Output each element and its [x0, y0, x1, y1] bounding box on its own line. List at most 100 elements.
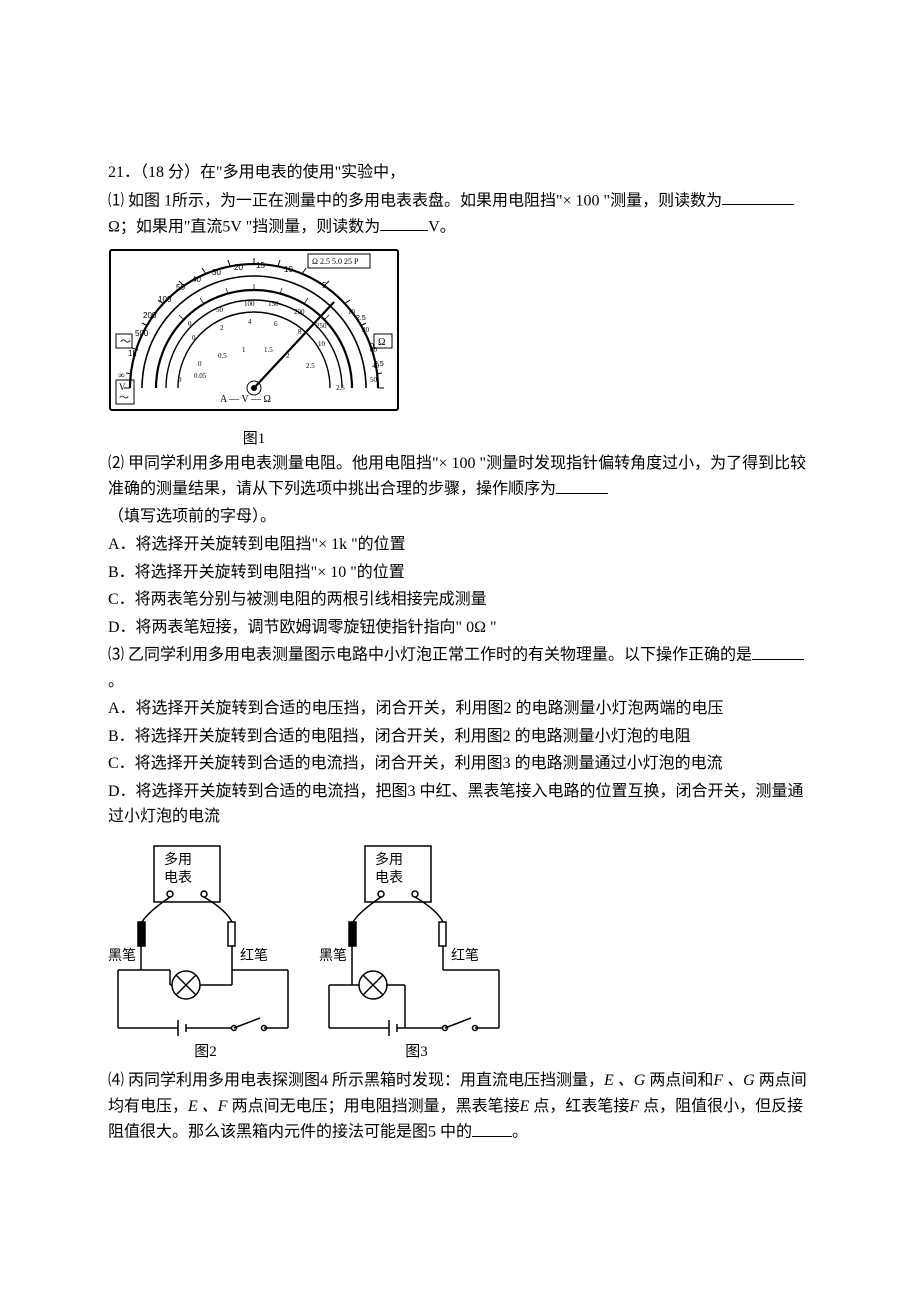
ohm-box-text: Ω 2.5 5.0 25 P	[312, 257, 359, 266]
p2-opt-b: B．将选择开关旋转到电阻挡"× 10 "的位置	[108, 560, 812, 586]
fig2-svg: 多用 电表 黑笔 红笔	[108, 840, 298, 1040]
p3-opt-a: A．将选择开关旋转到合适的电压挡，闭合开关，利用图2 的电路测量小灯泡两端的电压	[108, 696, 812, 722]
fig3-meter-l1: 多用	[375, 851, 403, 868]
p4-blank[interactable]	[472, 1119, 512, 1137]
svg-text:100: 100	[244, 300, 255, 308]
p4-EF: E 、F	[188, 1098, 228, 1115]
svg-text:1: 1	[242, 346, 246, 354]
p4-EG: E 、G	[604, 1072, 645, 1089]
fig2-black-pen: 黑笔	[108, 948, 136, 964]
svg-text:1.5: 1.5	[264, 346, 273, 354]
svg-text:8: 8	[298, 328, 302, 336]
meter-bottom-label: A — V — Ω	[220, 394, 271, 405]
svg-text:6: 6	[274, 320, 278, 328]
figure-3: 多用 电表 黑笔 红笔 图3	[319, 840, 514, 1064]
figure-2: 多用 电表 黑笔 红笔 图2	[108, 840, 303, 1064]
p1-blank1[interactable]	[722, 188, 794, 206]
fig1-caption: 图1	[108, 427, 400, 451]
svg-text:20: 20	[362, 326, 370, 334]
p4-e: 点，红表笔接	[529, 1098, 629, 1115]
svg-text:200: 200	[143, 311, 157, 320]
svg-text:40: 40	[372, 362, 380, 370]
svg-text:〜: 〜	[120, 336, 131, 348]
part1-text: ⑴ 如图 1所示，为一正在测量中的多用电表表盘。如果用电阻挡"× 100 "测量…	[108, 188, 812, 240]
p2-opt-c: C．将两表笔分别与被测电阻的两根引线相接完成测量	[108, 587, 812, 613]
fig3-svg: 多用 电表 黑笔 红笔	[319, 840, 509, 1040]
svg-text:2.5: 2.5	[336, 384, 345, 392]
meter-svg: 1k 500 200 100 50 40 30 20 15 10 5 2.5 0…	[108, 248, 400, 416]
svg-text:2.5: 2.5	[306, 362, 315, 370]
p4-E: E	[520, 1098, 530, 1115]
svg-text:10: 10	[318, 340, 326, 348]
svg-text:30: 30	[370, 346, 378, 354]
svg-text:20: 20	[234, 263, 243, 272]
p4-b: 两点间和	[645, 1072, 713, 1089]
q-points: （18 分）	[140, 164, 200, 181]
fig3-meter-l2: 电表	[375, 870, 403, 886]
part3: ⑶ 乙同学利用多用电表测量图示电路中小灯泡正常工作时的有关物理量。以下操作正确的…	[108, 642, 812, 694]
p2-blank[interactable]	[556, 476, 608, 494]
svg-text:50: 50	[370, 376, 378, 384]
svg-text:0: 0	[188, 320, 192, 328]
fig3-black-pen: 黑笔	[319, 948, 347, 964]
svg-text:V: V	[119, 382, 126, 392]
svg-text:50: 50	[216, 306, 224, 314]
svg-text:150: 150	[268, 300, 279, 308]
p3-opt-c: C．将选择开关旋转到合适的电流挡，闭合开关，利用图3 的电路测量通过小灯泡的电流	[108, 751, 812, 777]
svg-text:4: 4	[248, 318, 252, 326]
svg-text:10: 10	[348, 308, 356, 316]
p1-blank2[interactable]	[380, 214, 428, 232]
figure-1: 1k 500 200 100 50 40 30 20 15 10 5 2.5 0…	[108, 248, 400, 425]
p2-opt-d: D．将两表笔短接，调节欧姆调零旋钮使指针指向" 0Ω "	[108, 615, 812, 641]
svg-text:500: 500	[135, 329, 149, 338]
p3-text-a: ⑶ 乙同学利用多用电表测量图示电路中小灯泡正常工作时的有关物理量。以下操作正确的…	[108, 647, 752, 664]
p4-a: ⑷ 丙同学利用多用电表探测图4 所示黑箱时发现：用直流电压挡测量，	[108, 1072, 604, 1089]
svg-text:15: 15	[256, 261, 265, 270]
fig3-red-pen: 红笔	[451, 948, 479, 964]
p1-unit1: Ω	[108, 218, 120, 235]
p2-opt-a: A．将选择开关旋转到电阻挡"× 1k "的位置	[108, 532, 812, 558]
svg-text:2: 2	[220, 324, 224, 332]
fig2-meter-l2: 电表	[164, 870, 192, 886]
svg-text:250: 250	[316, 322, 327, 330]
svg-text:0: 0	[192, 334, 196, 342]
question-header: 21．（18 分）在"多用电表的使用"实验中，	[108, 160, 812, 186]
svg-text:0: 0	[178, 376, 182, 384]
svg-text:0.5: 0.5	[218, 352, 227, 360]
p2-text-a: ⑵ 甲同学利用多用电表测量电阻。他用电阻挡"× 100 "测量时发现指针偏转角度…	[108, 455, 806, 498]
p3-text-b: 。	[108, 673, 124, 690]
p4-d: 两点间无电压；用电阻挡测量，黑表笔接	[228, 1098, 520, 1115]
p3-opt-d: D．将选择开关旋转到合适的电流挡，把图3 中红、黑表笔接入电路的位置互换，闭合开…	[108, 779, 812, 830]
svg-text:50: 50	[176, 283, 185, 292]
p3-blank[interactable]	[752, 642, 804, 660]
svg-text:〜: 〜	[119, 393, 129, 404]
svg-text:40: 40	[192, 275, 201, 284]
svg-text:100: 100	[158, 295, 172, 304]
fig3-caption: 图3	[319, 1040, 514, 1064]
p4-FG: F 、G	[713, 1072, 754, 1089]
fig2-caption: 图2	[108, 1040, 303, 1064]
svg-text:2.5: 2.5	[356, 315, 366, 322]
fig2-red-pen: 红笔	[240, 948, 268, 964]
svg-text:5: 5	[322, 281, 327, 290]
svg-text:0.05: 0.05	[194, 372, 207, 380]
svg-text:1k: 1k	[128, 349, 137, 358]
svg-text:Ω: Ω	[378, 337, 385, 348]
part2: ⑵ 甲同学利用多用电表测量电阻。他用电阻挡"× 100 "测量时发现指针偏转角度…	[108, 451, 812, 503]
figures-2-3-row: 多用 电表 黑笔 红笔 图2	[108, 840, 812, 1064]
p3-opt-b: B．将选择开关旋转到合适的电阻挡，闭合开关，利用图2 的电路测量小灯泡的电阻	[108, 724, 812, 750]
p4-g: 。	[512, 1124, 528, 1141]
fig2-meter-l1: 多用	[164, 851, 192, 868]
p2-text-b: （填写选项前的字母）。	[108, 504, 812, 530]
svg-text:30: 30	[212, 268, 221, 277]
q-title: 在"多用电表的使用"实验中，	[200, 164, 405, 181]
q-number: 21．	[108, 164, 140, 181]
part4: ⑷ 丙同学利用多用电表探测图4 所示黑箱时发现：用直流电压挡测量，E 、G 两点…	[108, 1068, 812, 1145]
svg-text:0: 0	[198, 360, 202, 368]
p1-text-b: ；如果用"直流5V "挡测量，则读数为	[120, 218, 380, 235]
p1-unit2: V。	[428, 218, 456, 235]
svg-text:200: 200	[294, 308, 305, 316]
p1-text-a: ⑴ 如图 1所示，为一正在测量中的多用电表表盘。如果用电阻挡"× 100 "测量…	[108, 192, 722, 209]
svg-text:∞: ∞	[118, 370, 124, 380]
svg-text:10: 10	[284, 265, 293, 274]
